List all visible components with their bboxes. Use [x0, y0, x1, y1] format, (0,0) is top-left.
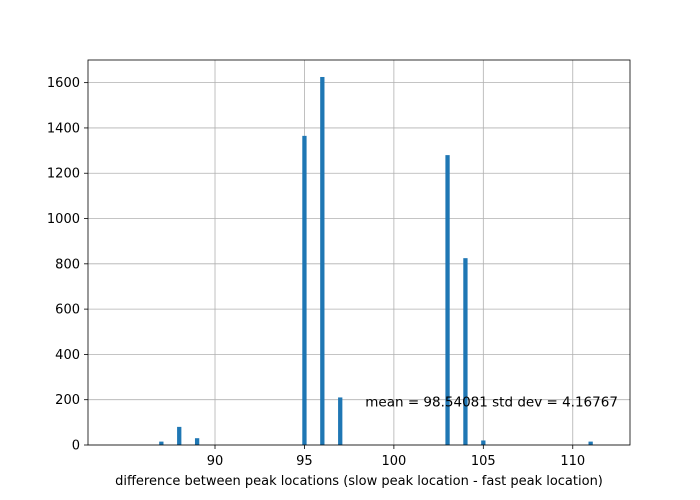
histogram-bar	[194, 438, 200, 445]
histogram-bar	[463, 258, 468, 445]
y-tick-label: 1000	[47, 212, 80, 227]
x-tick-label: 105	[471, 454, 496, 469]
histogram-bar	[302, 135, 307, 445]
y-tick-label: 400	[55, 348, 80, 363]
y-tick-label: 1200	[47, 167, 80, 182]
x-tick-label: 95	[296, 454, 313, 469]
x-tick-label: 110	[560, 454, 585, 469]
x-tick-label: 90	[207, 454, 224, 469]
bars	[159, 76, 593, 445]
histogram-bar	[338, 397, 343, 445]
histogram-bar	[588, 441, 593, 445]
histogram-bar	[159, 441, 164, 445]
histogram-bar	[445, 155, 450, 445]
y-tick-label: 1400	[47, 121, 80, 136]
x-axis-label: difference between peak locations (slow …	[115, 474, 603, 489]
histogram-bar	[320, 76, 325, 445]
plot-frame	[87, 59, 631, 446]
axis-ticks: 90 95 100 105 110 0 200 400 600 800 1000 1200 1400 16…	[47, 76, 585, 469]
y-tick-label: 0	[72, 439, 80, 454]
stats-annotation: mean = 98.54081 std dev = 4.16767	[365, 395, 618, 411]
y-tick-label: 1600	[47, 76, 80, 91]
y-tick-label: 800	[55, 257, 80, 272]
y-tick-label: 600	[55, 303, 80, 318]
histogram-bar	[481, 440, 486, 445]
y-tick-label: 200	[55, 393, 80, 408]
x-tick-label: 100	[381, 454, 406, 469]
histogram-bar	[177, 426, 182, 445]
